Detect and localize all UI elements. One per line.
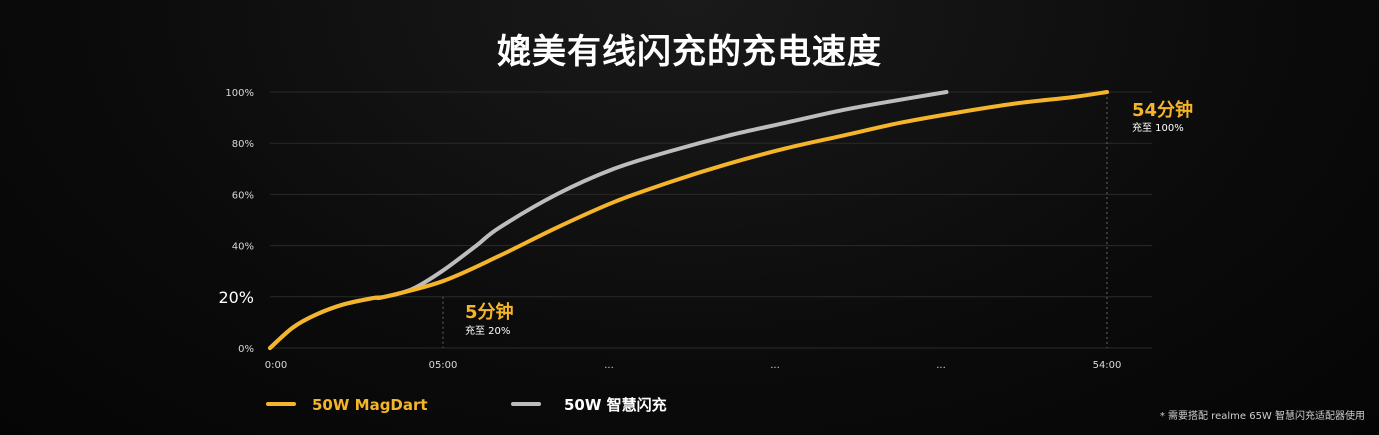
annotation-54min-sublabel: 充至 100%	[1132, 121, 1184, 134]
y-tick-label: 20%	[218, 288, 254, 307]
y-tick-label: 40%	[232, 242, 254, 253]
y-tick-label: 100%	[225, 88, 254, 99]
annotation-5min-label: 5分钟	[465, 301, 514, 323]
y-tick-label: 60%	[232, 190, 254, 201]
chart-title: 媲美有线闪充的充电速度	[497, 32, 882, 72]
x-tick-label: ...	[770, 360, 780, 371]
guide-lines	[442, 92, 1108, 348]
grid-lines	[270, 91, 1152, 349]
x-tick-label: ...	[936, 360, 946, 371]
legend: 50W MagDart 50W 智慧闪充	[266, 396, 667, 414]
series-lines	[268, 90, 1109, 350]
x-tick-label: ...	[604, 360, 614, 371]
x-tick-label: 05:00	[429, 360, 458, 371]
x-tick-labels: 0:00 05:00......... 54:00	[265, 360, 1122, 371]
y-tick-label: 80%	[232, 139, 254, 150]
y-tick-label: 0%	[238, 344, 254, 355]
footnote: * 需要搭配 realme 65W 智慧闪充适配器使用	[1159, 411, 1365, 422]
legend-label: 50W 智慧闪充	[564, 396, 667, 414]
series-line-smart-flash	[268, 90, 949, 350]
y-tick-labels: 0% 20% 40% 60% 80% 100%	[218, 88, 254, 355]
legend-label: 50W MagDart	[312, 396, 428, 414]
annotation-54min-label: 54分钟	[1132, 99, 1193, 121]
series-line-magdart	[268, 90, 1109, 350]
annotation-5min-sublabel: 充至 20%	[465, 324, 510, 337]
x-tick-label: 54:00	[1093, 360, 1122, 371]
x-tick-label: 0:00	[265, 360, 287, 371]
